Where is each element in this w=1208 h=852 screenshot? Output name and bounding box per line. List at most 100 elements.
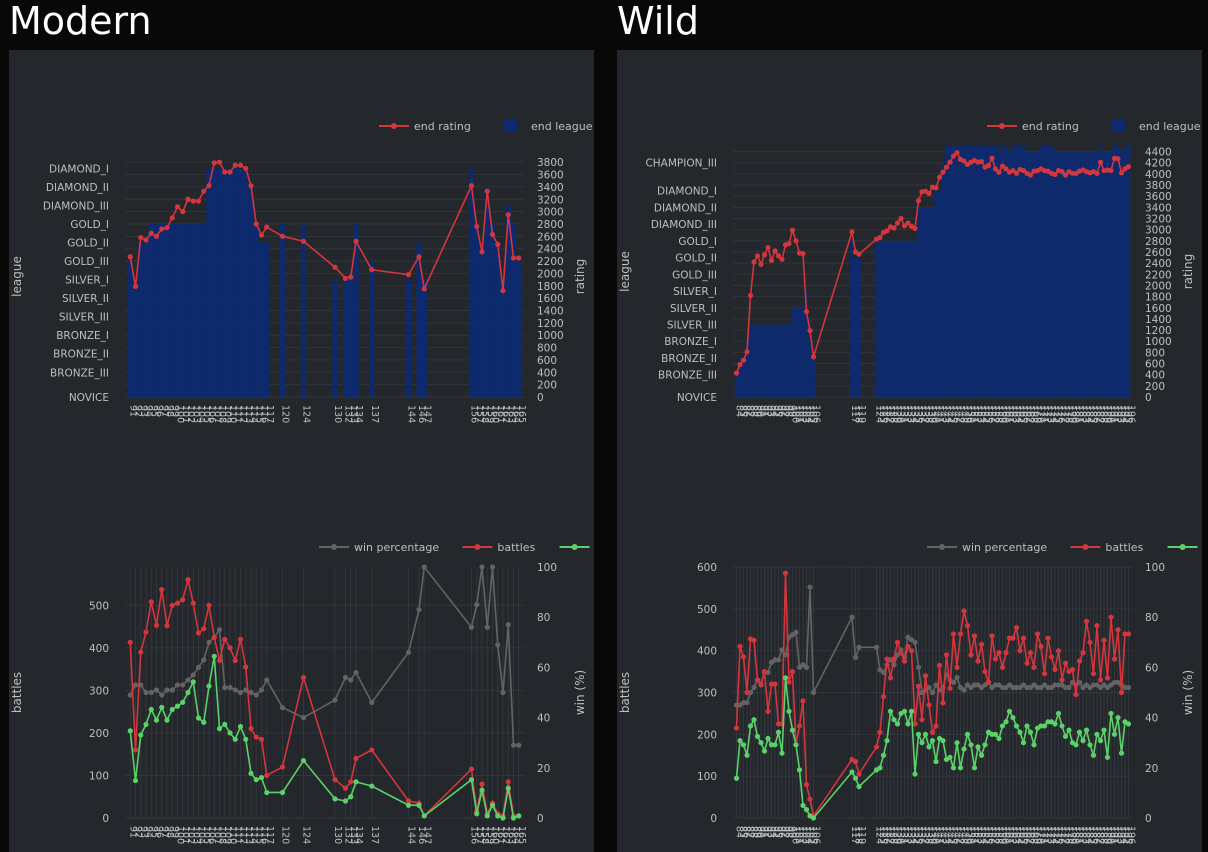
wins-point [468, 777, 475, 783]
end-rating-point [201, 188, 207, 194]
end-rating-point [516, 255, 522, 261]
legend-label: end league [531, 120, 593, 133]
battles-point [978, 641, 985, 647]
league-bar [895, 240, 900, 397]
win-percentage-point [500, 689, 506, 696]
battles-point [300, 675, 307, 681]
legend-label: battles [497, 541, 535, 554]
x-tick: 132 [902, 826, 913, 844]
end-rating-point [211, 160, 217, 166]
battles-point [348, 779, 354, 785]
y-left-tick: BRONZE_I [56, 330, 109, 342]
win-percentage-point [132, 682, 139, 688]
wins-point [978, 752, 985, 758]
wins-point [505, 785, 511, 791]
league-bar [1105, 151, 1110, 397]
wins-point [232, 736, 238, 742]
y-left-tick: SILVER_III [59, 312, 109, 324]
x-tick: 152 [972, 826, 983, 844]
x-tick: 144 [944, 826, 955, 844]
league-bar [505, 205, 511, 397]
battles-point [737, 643, 743, 650]
x-tick: 84 [734, 826, 745, 838]
x-tick: 99 [169, 405, 180, 417]
wins-point [421, 813, 427, 819]
league-bar [783, 324, 788, 397]
wins-point [405, 802, 412, 808]
y-left-tick: GOLD_I [678, 236, 717, 248]
win-percentage-point [950, 679, 957, 686]
league-bar [787, 324, 791, 397]
y-left-tick: 0 [102, 813, 109, 825]
x-tick: 161 [1003, 405, 1014, 423]
y-left-tick: 500 [89, 600, 109, 612]
x-tick: 137 [369, 405, 380, 423]
win-percentage-point [933, 682, 939, 688]
x-tick: 132 [343, 405, 354, 423]
x-tick: 97 [159, 826, 170, 838]
wins-point [922, 731, 929, 737]
legend-label: end rating [1022, 120, 1079, 133]
y-right-tick: 3200 [1145, 214, 1172, 226]
x-tick: 133 [348, 826, 359, 844]
y-right-tick: 100 [1145, 562, 1165, 574]
end-rating-point [132, 283, 139, 289]
y-right-tick: 0 [1145, 813, 1152, 825]
x-tick: 170 [1035, 826, 1046, 844]
win-percentage-point [416, 607, 422, 613]
league-bar [237, 168, 244, 397]
battles-point [1024, 660, 1030, 666]
wins-point [968, 742, 974, 748]
y-right-tick: 1200 [537, 318, 564, 330]
wins-point [1066, 727, 1072, 733]
league-bar [216, 168, 223, 397]
battles-point [1101, 637, 1107, 643]
battles-point [1034, 631, 1041, 637]
x-tick: 103 [190, 826, 201, 844]
wins-point [1052, 721, 1058, 727]
league-bar [857, 257, 861, 397]
x-tick: 148 [958, 405, 969, 423]
wins-point [982, 742, 988, 748]
league-bar [516, 261, 522, 397]
x-tick: 113 [243, 826, 254, 844]
league-bar [941, 162, 945, 397]
end-rating-point [978, 159, 985, 165]
x-tick: 112 [238, 826, 249, 844]
x-tick: 165 [516, 826, 527, 844]
battles-point [915, 683, 922, 689]
win-percentage-point [793, 629, 799, 635]
league-bar [1109, 151, 1113, 397]
league-bar [1021, 146, 1026, 397]
league-bar [148, 223, 154, 397]
end-rating-point [1094, 170, 1100, 176]
league-bar [1042, 146, 1047, 397]
x-tick: 90 [755, 826, 766, 838]
y-left-tick: SILVER_I [673, 286, 717, 298]
league-bar [227, 168, 233, 397]
league-bar [902, 240, 907, 397]
win-percentage-point [495, 642, 501, 648]
x-tick: 102 [185, 826, 196, 844]
league-bar [1088, 151, 1092, 397]
league-bar [983, 146, 987, 397]
x-tick: 88 [748, 405, 759, 417]
y-right-tick: 200 [537, 380, 557, 392]
x-tick: 137 [369, 826, 380, 844]
win-percentage-line [129, 564, 519, 747]
modern-charts: NOVICE BRONZE_III BRONZE_II BRONZE_I SILVER_… [10, 120, 593, 844]
win-percentage-point [405, 649, 412, 655]
x-tick: 159 [484, 405, 495, 423]
x-tick: 95 [772, 826, 783, 838]
end-rating-point [169, 215, 175, 221]
x-tick: 133 [905, 826, 916, 844]
x-tick: 103 [800, 405, 811, 423]
y-left-title: league [10, 256, 24, 297]
x-tick: 111 [232, 826, 243, 844]
end-rating-point [1108, 167, 1114, 174]
end-rating-point [468, 183, 475, 189]
x-tick: 196 [1126, 405, 1137, 423]
x-tick: 139 [926, 826, 937, 844]
x-tick: 191 [1108, 405, 1119, 423]
end-rating-point [793, 238, 799, 244]
